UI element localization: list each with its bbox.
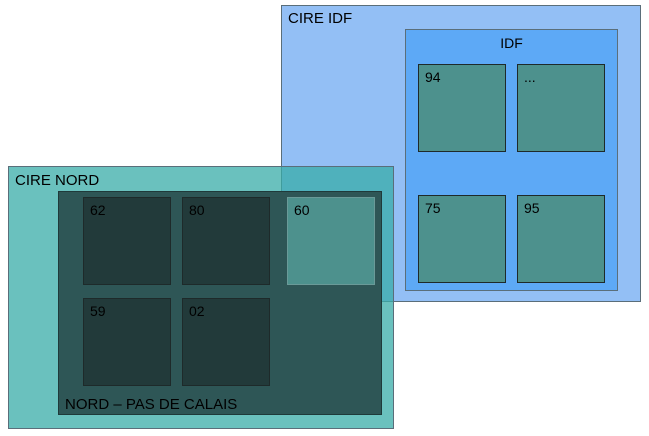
department-95-label: 95 [524, 200, 540, 216]
department-95: 95 [517, 195, 605, 283]
department-80: 80 [182, 197, 270, 285]
cire-nord-label: CIRE NORD [15, 172, 100, 189]
nord-pas-de-calais-region: NORD – PAS DE CALAIS 62 80 60 59 02 [58, 191, 382, 415]
department-60: 60 [287, 197, 375, 285]
department-80-label: 80 [189, 202, 205, 218]
idf-region: IDF 94 ... 75 95 [405, 29, 618, 291]
department-ellipsis-label: ... [524, 69, 536, 85]
department-62-label: 62 [90, 202, 106, 218]
department-62: 62 [83, 197, 171, 285]
department-75: 75 [418, 195, 506, 283]
idf-label: IDF [500, 35, 523, 51]
cire-idf-label: CIRE IDF [288, 10, 353, 27]
cire-nord-region: CIRE NORD NORD – PAS DE CALAIS 62 80 60 … [8, 166, 394, 429]
nord-pas-de-calais-label: NORD – PAS DE CALAIS [65, 396, 238, 413]
department-60-label: 60 [294, 202, 310, 218]
department-75-label: 75 [425, 200, 441, 216]
department-94-label: 94 [425, 69, 441, 85]
department-ellipsis: ... [517, 64, 605, 152]
department-94: 94 [418, 64, 506, 152]
department-59-label: 59 [90, 303, 106, 319]
cire-idf-region: CIRE IDF IDF 94 ... 75 95 [281, 5, 641, 302]
department-02-label: 02 [189, 303, 205, 319]
department-02: 02 [182, 298, 270, 386]
department-59: 59 [83, 298, 171, 386]
